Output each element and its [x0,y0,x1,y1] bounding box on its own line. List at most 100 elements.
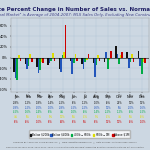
Bar [133,58,134,62]
Bar [81,58,83,64]
Text: 6%: 6% [26,115,30,119]
Bar [29,54,31,58]
Bar [131,54,133,58]
Text: -6%: -6% [71,101,76,105]
Text: -18%: -18% [36,101,42,105]
Text: -8%: -8% [129,120,134,124]
Text: -32%: -32% [70,106,77,110]
Bar [107,58,109,69]
Bar [39,58,41,70]
Bar [144,58,146,63]
Text: Mar: Mar [37,94,42,98]
Text: -8%: -8% [83,111,88,114]
Text: -22%: -22% [105,111,111,114]
Bar [118,58,120,64]
Text: Compiled By Apprec for Home Buyers LLC   |   www.lafayettehomebid.com   |   Data: Compiled By Apprec for Home Buyers LLC |… [13,142,137,144]
Text: -14%: -14% [48,101,54,105]
Text: Jul: Jul [84,94,87,98]
Bar [62,56,63,58]
Text: -8%: -8% [37,115,42,119]
Bar [110,51,112,58]
Text: 4%: 4% [60,111,64,114]
Bar [31,58,33,62]
Text: -8%: -8% [129,111,134,114]
Text: Aug: Aug [94,94,99,98]
Text: -4%: -4% [83,115,88,119]
Text: 6%: 6% [72,115,76,119]
Text: Sales Price for 2007-2009, 2010-2011, 2012, 2 3rd Quarter data available; presen: Sales Price for 2007-2009, 2010-2011, 20… [6,146,144,148]
Text: -6%: -6% [14,120,19,124]
Text: -6%: -6% [71,120,76,124]
Bar [28,58,29,66]
Bar [99,58,101,61]
Text: -12%: -12% [24,101,31,105]
Text: "Normal Market" is Average of 2004-2007: MLS Sales Only, Excluding New Construct: "Normal Market" is Average of 2004-2007:… [0,13,150,17]
Text: Dec: Dec [140,94,145,98]
Bar [16,58,18,80]
Text: -28%: -28% [59,106,66,110]
Text: 10%: 10% [117,120,123,124]
Text: -24%: -24% [36,111,42,114]
Bar [109,58,110,60]
Bar [130,58,131,62]
Bar [47,58,49,65]
Text: -6%: -6% [48,120,53,124]
Bar [18,56,20,58]
Bar [65,25,66,58]
Bar [76,58,78,61]
Bar [60,58,62,72]
Text: Apr: Apr [48,94,53,98]
Text: May: May [59,94,65,98]
Bar [38,58,39,73]
Text: -4%: -4% [106,115,111,119]
Bar [139,58,141,66]
Text: 4%: 4% [118,115,122,119]
Text: 6%: 6% [118,106,122,110]
Bar [71,58,73,74]
Bar [138,51,139,58]
Text: Jun: Jun [72,94,76,98]
Text: -22%: -22% [82,106,88,110]
Text: -42%: -42% [13,111,20,114]
Bar [128,58,130,68]
Text: 10%: 10% [129,101,134,105]
Bar [88,54,89,58]
Text: 8%: 8% [49,115,53,119]
Bar [120,56,122,58]
Bar [86,58,88,60]
Text: -12%: -12% [82,101,88,105]
Text: -28%: -28% [13,101,20,105]
Text: 6%: 6% [83,120,87,124]
Text: -6%: -6% [94,120,99,124]
Bar [13,58,15,72]
Text: 5%: 5% [95,115,99,119]
Text: -22%: -22% [59,101,66,105]
Bar [63,52,65,58]
Text: -36%: -36% [94,106,100,110]
Text: Jan: Jan [14,94,18,98]
Bar [122,52,123,58]
Text: 10%: 10% [60,115,65,119]
Bar [58,58,60,69]
Text: -10%: -10% [94,101,100,105]
Text: 12%: 12% [105,120,111,124]
Text: Oct: Oct [117,94,122,98]
Bar [25,58,26,64]
Bar [54,58,55,61]
Text: 4%: 4% [14,115,18,119]
Bar [41,58,42,62]
Text: 12%: 12% [140,101,146,105]
Bar [141,58,142,74]
Text: Sep: Sep [106,94,111,98]
Bar [105,52,107,58]
Text: 6%: 6% [129,115,133,119]
Text: -32%: -32% [140,111,146,114]
Text: -12%: -12% [117,111,123,114]
Bar [73,58,75,63]
Text: -16%: -16% [140,106,146,110]
Text: -10%: -10% [48,106,54,110]
Bar [115,46,117,58]
Bar [42,58,44,63]
Text: -10%: -10% [36,120,42,124]
Bar [52,53,54,58]
